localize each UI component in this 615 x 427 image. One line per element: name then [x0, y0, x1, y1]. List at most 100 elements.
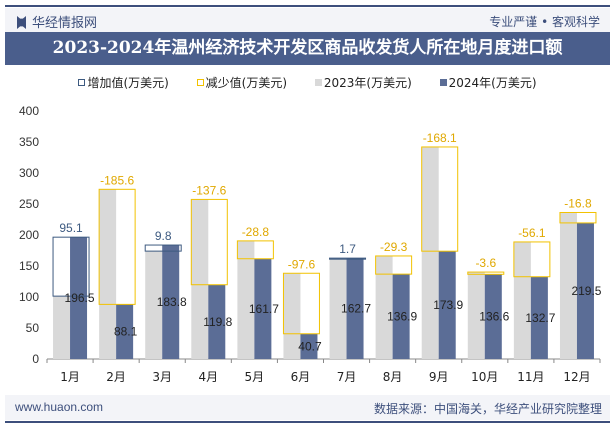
- bar-2023: [421, 146, 439, 359]
- x-tick-label: 1月: [60, 370, 80, 384]
- decrease-box: [559, 211, 597, 224]
- y-tick-label: 100: [19, 290, 39, 304]
- bar-2023: [513, 241, 531, 359]
- x-tick-label: 11月: [517, 370, 544, 384]
- increase-box: [52, 236, 90, 297]
- 2023-swatch: [314, 79, 322, 86]
- increase-swatch: [78, 79, 86, 86]
- data-source: 数据来源：中国海关，华经产业研究院整理: [373, 402, 602, 416]
- 2024-swatch: [439, 79, 447, 86]
- bar-2023: [191, 199, 209, 359]
- bar-2023: [467, 272, 485, 359]
- y-tick-label: 250: [19, 197, 39, 211]
- y-tick-label: 400: [19, 104, 39, 118]
- change-label: 9.8: [155, 229, 172, 243]
- bar-2023: [99, 189, 117, 359]
- change-label: -29.3: [380, 240, 408, 254]
- footer: www.huaon.com 数据来源：中国海关，华经产业研究院整理: [5, 395, 610, 420]
- bar-2023: [329, 259, 347, 359]
- change-label: 95.1: [59, 221, 83, 235]
- bar-2024: [300, 333, 318, 359]
- value-label: 119.8: [203, 315, 232, 329]
- change-label: -3.6: [475, 256, 496, 270]
- y-tick-label: 200: [19, 228, 39, 242]
- x-tick-label: 6月: [291, 370, 311, 384]
- x-tick-label: 9月: [429, 370, 449, 384]
- value-label: 196.5: [65, 291, 95, 305]
- x-tick-label: 10月: [471, 370, 498, 384]
- site-url: www.huaon.com: [15, 400, 104, 414]
- x-tick-label: 3月: [152, 370, 172, 384]
- logo-text: 华经情报网: [32, 16, 98, 31]
- value-label: 88.1: [114, 325, 138, 339]
- value-label: 132.7: [525, 311, 555, 325]
- legend-label: 2023年(万美元): [323, 76, 412, 90]
- change-label: -185.6: [100, 173, 134, 187]
- bar-2024: [484, 274, 502, 359]
- x-tick-label: 4月: [198, 370, 218, 384]
- change-label: -168.1: [423, 131, 457, 145]
- bar-2024: [530, 276, 548, 359]
- bar-2023: [53, 296, 71, 359]
- y-tick-label: 300: [19, 166, 39, 180]
- change-label: -28.8: [242, 225, 270, 239]
- bar-2024: [116, 304, 134, 359]
- bar-2024: [254, 258, 272, 359]
- x-tick-label: 7月: [337, 370, 357, 384]
- bar-2023: [283, 273, 301, 359]
- legend: 增加值(万美元) 减少值(万美元) 2023年(万美元) 2024年(万美元): [0, 74, 615, 91]
- slogan: 专业严谨 • 客观科学: [489, 15, 600, 29]
- legend-label: 2024年(万美元): [448, 76, 537, 90]
- increase-box: [329, 257, 367, 260]
- change-label: -137.6: [192, 183, 226, 197]
- change-label: -97.6: [288, 257, 316, 271]
- value-label: 183.8: [157, 295, 187, 309]
- top-divider: [5, 5, 610, 7]
- value-label: 136.6: [479, 310, 509, 324]
- x-tick-label: 12月: [563, 370, 590, 384]
- bar-2024: [162, 245, 180, 359]
- logo: 华经情报网: [17, 12, 97, 31]
- value-label: 219.5: [571, 284, 601, 298]
- legend-2024: 2024年(万美元): [439, 76, 537, 90]
- x-tick-label: 8月: [383, 370, 403, 384]
- decrease-box: [467, 271, 505, 275]
- bar-2024: [438, 251, 456, 359]
- bottom-divider: [5, 421, 610, 423]
- decrease-box: [236, 240, 274, 260]
- value-label: 161.7: [249, 302, 279, 316]
- value-label: 162.7: [341, 302, 371, 316]
- bar-2024: [70, 237, 88, 359]
- decrease-box: [421, 146, 459, 252]
- y-tick-label: 150: [19, 259, 39, 273]
- increase-box: [144, 244, 182, 252]
- logo-icon: [17, 16, 26, 29]
- y-tick-label: 350: [19, 135, 39, 149]
- change-label: -56.1: [518, 226, 546, 240]
- x-tick-label: 5月: [245, 370, 265, 384]
- bar-2024: [392, 274, 410, 359]
- decrease-box: [282, 272, 320, 335]
- legend-label: 增加值(万美元): [87, 76, 169, 90]
- legend-2023: 2023年(万美元): [314, 76, 412, 90]
- x-tick-label: 2月: [106, 370, 126, 384]
- chart-title: 2023-2024年温州经济技术开发区商品收发货人所在地月度进口额: [5, 32, 610, 65]
- bar-2024: [346, 258, 364, 359]
- y-tick-label: 0: [32, 352, 39, 366]
- change-label: -16.8: [564, 196, 592, 210]
- bar-2023: [145, 251, 163, 359]
- change-label: 1.7: [339, 242, 356, 256]
- decrease-swatch: [196, 79, 204, 86]
- bar-2024: [208, 284, 226, 359]
- decrease-box: [513, 241, 551, 278]
- value-label: 136.9: [387, 310, 417, 324]
- legend-decrease: 减少值(万美元): [196, 76, 287, 90]
- value-label: 40.7: [298, 339, 322, 353]
- y-tick-label: 50: [26, 321, 40, 335]
- bar-2023: [237, 240, 255, 359]
- decrease-box: [190, 198, 228, 286]
- value-label: 173.9: [433, 298, 463, 312]
- decrease-box: [98, 188, 136, 305]
